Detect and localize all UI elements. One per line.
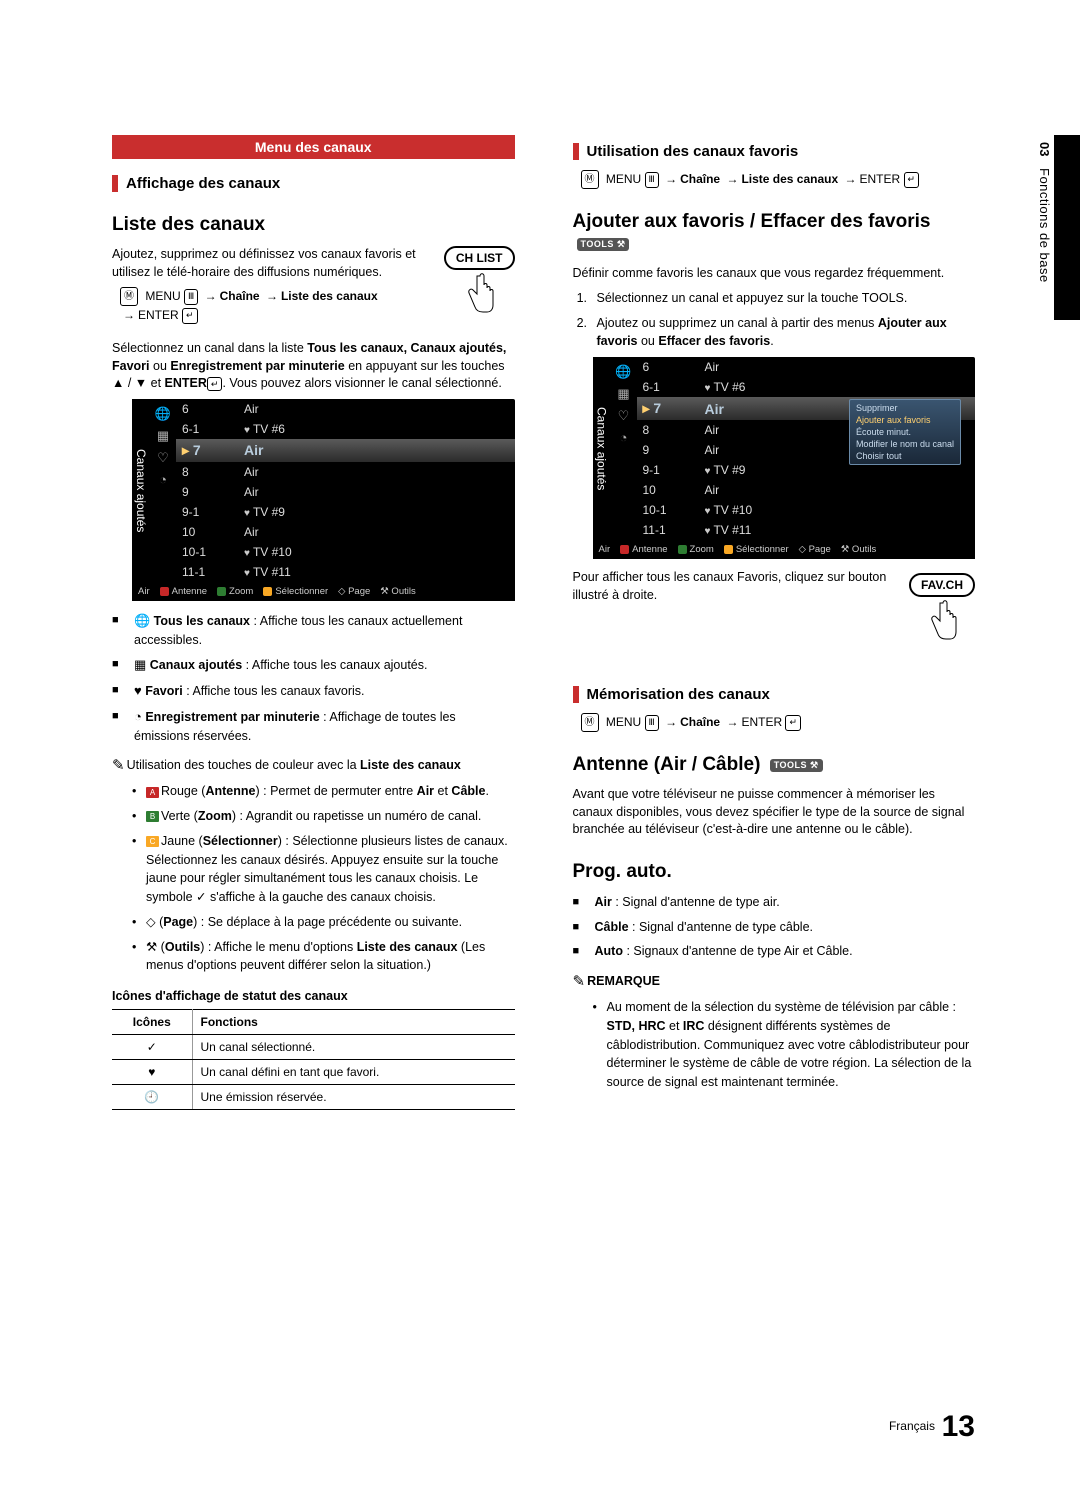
filter-descriptions: 🌐 Tous les canaux : Affiche tous les can…: [112, 611, 515, 746]
channel-row: 8Air: [176, 462, 515, 482]
channel-row: 9Air: [176, 482, 515, 502]
prog-item: Air : Signal d'antenne de type air.: [573, 893, 976, 912]
right-column: Utilisation des canaux favoris Ⓜ MENU Ⅲ …: [573, 135, 976, 1110]
context-menu-item: Écoute minut.: [850, 426, 960, 438]
heading-prog-auto: Prog. auto.: [573, 861, 976, 883]
menu-path-2: Ⓜ MENU Ⅲ →Chaîne →Liste des canaux →ENTE…: [581, 170, 976, 189]
antenne-para: Avant que votre téléviseur ne puisse com…: [573, 786, 976, 839]
shot-filter-icons: 🌐 ▦ ♡ ◔: [611, 357, 637, 540]
remote-menu-icon: Ⓜ: [581, 170, 599, 189]
shot-vertical-label: Canaux ajoutés: [132, 399, 150, 582]
chlist-button: CH LIST: [444, 246, 515, 270]
filter-item: 🌐 Tous les canaux : Affiche tous les can…: [112, 611, 515, 650]
filter-item: ▦ Canaux ajoutés : Affiche tous les cana…: [112, 655, 515, 675]
shot-filter-icons: 🌐 ▦ ♡ ◔: [150, 399, 176, 582]
context-menu-item: Supprimer: [850, 402, 960, 414]
channel-row: 6-1♥TV #6: [176, 419, 515, 439]
color-button-item: ◇ (Page) : Se déplace à la page précéden…: [132, 913, 515, 932]
channel-row: 10Air: [637, 480, 976, 500]
context-menu-item: Modifier le nom du canal: [850, 438, 960, 450]
shot-vertical-label: Canaux ajoutés: [593, 357, 611, 540]
color-note: ✎Utilisation des touches de couleur avec…: [112, 755, 515, 776]
context-menu: SupprimerAjouter aux favorisÉcoute minut…: [849, 399, 961, 465]
channel-row: 9-1♥TV #9: [176, 502, 515, 522]
heading-antenne: Antenne (Air / Câble) TOOLS ⚒: [573, 754, 976, 776]
color-button-item: BVerte (Zoom) : Agrandit ou rapetisse un…: [132, 807, 515, 826]
context-menu-item: Choisir tout: [850, 450, 960, 462]
globe-icon: 🌐: [611, 361, 637, 383]
icons-table-title: Icônes d'affichage de statut des canaux: [112, 989, 515, 1003]
heart-icon: ♡: [150, 447, 176, 469]
icons-th2: Fonctions: [192, 1010, 515, 1035]
hand-icon: [457, 270, 501, 318]
channel-row: ▸ 7Air: [176, 439, 515, 462]
channel-row: 11-1♥TV #11: [637, 520, 976, 540]
tools-badge: TOOLS ⚒: [770, 759, 823, 772]
context-menu-item: Ajouter aux favoris: [850, 414, 960, 426]
heading-ajouter-favoris: Ajouter aux favoris / Effacer des favori…: [573, 211, 976, 255]
grid-icon: ▦: [150, 425, 176, 447]
section-memorisation: Mémorisation des canaux: [573, 686, 976, 703]
color-button-item: ⚒ (Outils) : Affiche le menu d'options L…: [132, 938, 515, 976]
channel-row: 6Air: [176, 399, 515, 419]
table-row: ✓Un canal sélectionné.: [112, 1035, 515, 1060]
prog-item: Auto : Signaux d'antenne de type Air et …: [573, 942, 976, 961]
favch-button-illustration: FAV.CH: [909, 573, 975, 648]
globe-icon: 🌐: [150, 403, 176, 425]
tools-badge: TOOLS ⚒: [577, 238, 630, 251]
filter-item: ♥ Favori : Affiche tous les canaux favor…: [112, 681, 515, 701]
section-favoris: Utilisation des canaux favoris: [573, 143, 976, 160]
channel-row: 11-1♥TV #11: [176, 562, 515, 582]
filter-item: ◔ Enregistrement par minuterie : Afficha…: [112, 707, 515, 746]
section-affichage: Affichage des canaux: [112, 175, 515, 192]
fav-step-1: Sélectionnez un canal et appuyez sur la …: [591, 289, 976, 308]
table-row: ♥Un canal défini en tant que favori.: [112, 1060, 515, 1085]
heart-icon: ♡: [611, 405, 637, 427]
remote-menu-icon: Ⓜ: [581, 713, 599, 732]
channel-list-screenshot: Canaux ajoutés 🌐 ▦ ♡ ◔ 6Air6-1♥TV #6▸ 7A…: [132, 399, 515, 601]
menu-banner: Menu des canaux: [112, 135, 515, 159]
left-column: Menu des canaux Affichage des canaux Lis…: [112, 135, 515, 1110]
chlist-button-illustration: CH LIST: [444, 246, 515, 321]
fav-intro: Définir comme favoris les canaux que vou…: [573, 265, 976, 283]
clock-icon: ◔: [611, 427, 637, 448]
grid-icon: ▦: [611, 383, 637, 405]
channel-row: 10Air: [176, 522, 515, 542]
channel-list-screenshot-2: Canaux ajoutés 🌐 ▦ ♡ ◔ 6Air6-1♥TV #6▸ 7A…: [593, 357, 976, 559]
icons-table: Icônes Fonctions ✓Un canal sélectionné.♥…: [112, 1009, 515, 1110]
channel-row: 6Air: [637, 357, 976, 377]
color-button-item: CJaune (Sélectionner) : Sélectionne plus…: [132, 832, 515, 907]
channel-row: 10-1♥TV #10: [637, 500, 976, 520]
prog-auto-list: Air : Signal d'antenne de type air. Câble…: [573, 893, 976, 961]
select-paragraph: Sélectionnez un canal dans la liste Tous…: [112, 340, 515, 393]
color-button-item: ARouge (Antenne) : Permet de permuter en…: [132, 782, 515, 801]
channel-row: 10-1♥TV #10: [176, 542, 515, 562]
fav-step-2: Ajoutez ou supprimez un canal à partir d…: [591, 314, 976, 352]
color-button-list: ARouge (Antenne) : Permet de permuter en…: [132, 782, 515, 975]
clock-icon: ◔: [150, 469, 176, 490]
fav-steps: Sélectionnez un canal et appuyez sur la …: [591, 289, 976, 351]
favch-button: FAV.CH: [909, 573, 975, 597]
remote-menu-icon: Ⓜ: [120, 287, 138, 306]
remarque-label: ✎REMARQUE: [573, 971, 976, 992]
heading-liste: Liste des canaux: [112, 214, 515, 236]
menu-path-3: Ⓜ MENU Ⅲ →Chaîne →ENTER ↵: [581, 713, 976, 732]
remarque-item: Au moment de la sélection du système de …: [593, 998, 976, 1092]
hand-icon: [920, 597, 964, 645]
page-number: Français 13: [889, 1410, 975, 1444]
icons-th1: Icônes: [112, 1010, 192, 1035]
table-row: 🕘Une émission réservée.: [112, 1085, 515, 1110]
channel-row: 6-1♥TV #6: [637, 377, 976, 397]
prog-item: Câble : Signal d'antenne de type câble.: [573, 918, 976, 937]
remarque-list: Au moment de la sélection du système de …: [593, 998, 976, 1092]
